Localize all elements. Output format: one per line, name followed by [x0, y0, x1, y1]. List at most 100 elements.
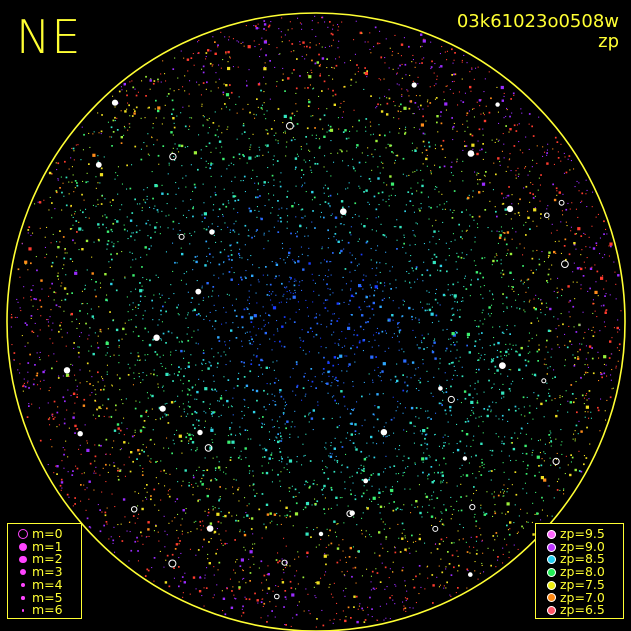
star-point — [213, 204, 215, 206]
star-point — [502, 462, 504, 464]
star-point — [515, 231, 517, 233]
star-point — [302, 217, 304, 219]
star-point — [150, 394, 152, 396]
star-point — [513, 145, 516, 147]
star-point — [217, 216, 219, 218]
star-point — [440, 480, 442, 482]
star-point — [376, 327, 378, 329]
star-point — [509, 343, 511, 345]
star-point — [274, 277, 276, 279]
star-point — [427, 196, 429, 198]
star-point — [293, 125, 295, 127]
star-point — [234, 176, 236, 178]
star-point — [242, 611, 245, 614]
star-point — [173, 90, 175, 92]
star-point — [417, 76, 419, 78]
star-point — [452, 361, 454, 364]
star-point — [385, 236, 387, 238]
star-point — [232, 38, 234, 40]
star-point — [428, 249, 430, 251]
star-point — [231, 267, 233, 269]
star-point — [538, 263, 541, 266]
star-point — [240, 42, 242, 44]
star-point — [162, 60, 164, 62]
star-point — [242, 570, 244, 572]
star-point — [346, 570, 348, 572]
star-point — [515, 130, 518, 132]
star-point — [486, 491, 488, 493]
star-point — [222, 610, 224, 612]
star-point — [290, 139, 293, 142]
star-point — [164, 530, 166, 532]
star-point — [102, 379, 104, 381]
star-point — [216, 456, 218, 458]
star-point — [287, 190, 289, 192]
star-point — [326, 326, 328, 328]
star-point — [215, 469, 217, 471]
star-point — [418, 565, 421, 567]
star-point — [478, 471, 480, 473]
star-point — [262, 416, 264, 418]
star-point — [451, 81, 453, 83]
star-point — [243, 533, 247, 537]
star-point — [194, 256, 197, 258]
star-point — [41, 288, 43, 290]
star-point — [78, 249, 80, 251]
star-point — [362, 288, 364, 290]
star-point — [271, 610, 273, 612]
star-point — [165, 414, 168, 416]
star-point — [438, 402, 441, 405]
star-point — [565, 455, 567, 457]
star-point — [474, 241, 476, 243]
star-point — [329, 21, 331, 23]
star-point — [378, 491, 381, 494]
star-point — [479, 466, 481, 468]
star-point — [210, 411, 212, 413]
star-point — [349, 299, 351, 302]
star-point — [314, 282, 316, 284]
star-point — [423, 261, 425, 263]
star-point — [407, 363, 409, 365]
star-point — [394, 34, 396, 36]
star-point — [195, 554, 197, 556]
star-point — [301, 280, 303, 282]
star-point — [493, 358, 495, 360]
star-point — [331, 417, 333, 419]
star-point — [164, 301, 166, 303]
star-point — [551, 223, 553, 225]
star-point — [168, 495, 171, 498]
star-point — [196, 469, 198, 471]
star-point — [462, 101, 465, 103]
star-point — [438, 66, 440, 68]
star-point — [191, 413, 194, 415]
star-point — [615, 283, 617, 285]
star-point — [246, 308, 249, 310]
star-point — [279, 432, 281, 434]
star-point — [228, 164, 230, 166]
star-point — [234, 195, 237, 198]
star-point — [465, 230, 467, 232]
star-point — [363, 465, 365, 467]
star-point — [494, 206, 496, 208]
star-point — [458, 91, 460, 93]
star-point — [146, 254, 148, 256]
star-point — [189, 243, 191, 245]
star-point — [174, 159, 176, 161]
star-point — [420, 33, 423, 36]
star-point — [372, 473, 374, 475]
star-point — [315, 546, 317, 548]
star-point — [83, 484, 85, 486]
star-point — [294, 488, 297, 491]
star-point — [611, 388, 613, 390]
star-point — [575, 381, 577, 383]
star-point — [354, 53, 356, 55]
star-point — [378, 216, 380, 218]
star-point — [265, 471, 269, 475]
star-point — [275, 262, 277, 264]
star-point — [584, 371, 587, 374]
star-point — [34, 203, 36, 205]
star-point — [248, 69, 250, 71]
star-point — [375, 356, 377, 358]
star-point — [483, 359, 485, 361]
star-point — [123, 434, 125, 436]
